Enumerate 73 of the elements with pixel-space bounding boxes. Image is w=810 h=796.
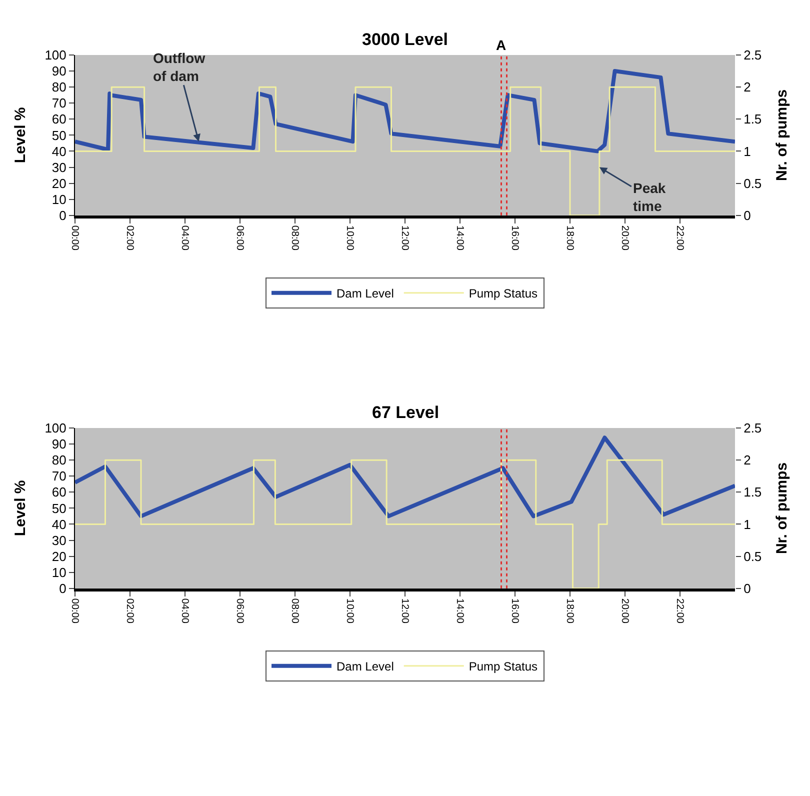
x-tick-label: 10:00 <box>344 225 355 251</box>
chart-title: 67 Level <box>372 403 440 422</box>
y2-tick-label: 2 <box>744 452 751 468</box>
y-tick-label: 30 <box>52 532 66 548</box>
y-tick-label: 90 <box>52 64 66 79</box>
y-tick-label: 70 <box>52 96 66 111</box>
legend-label: Pump Status <box>468 286 538 301</box>
x-tick-label: 20:00 <box>618 225 630 251</box>
y-tick-label: 100 <box>44 420 66 436</box>
y-tick-label: 50 <box>52 128 66 143</box>
y-tick-label: 0 <box>59 208 66 223</box>
y-tick-label: 100 <box>44 48 66 63</box>
y-axis-title: Level % <box>12 480 29 536</box>
x-tick-label: 02:00 <box>124 225 135 251</box>
x-tick-label: 00:00 <box>68 598 80 624</box>
y-tick-label: 10 <box>52 564 66 580</box>
legend-label: Pump Status <box>468 660 538 674</box>
x-tick-label: 04:00 <box>178 598 190 624</box>
y-axis-title: Level % <box>12 107 29 164</box>
x-tick-label: 16:00 <box>508 598 520 624</box>
x-tick-label: 06:00 <box>234 598 245 624</box>
y-tick-label: 30 <box>52 160 66 175</box>
legend-label: Dam Level <box>336 286 394 301</box>
x-tick-label: 14:00 <box>454 225 465 251</box>
y2-tick-label: 0.5 <box>744 176 762 191</box>
x-tick-label: 14:00 <box>454 598 465 624</box>
y-tick-label: 50 <box>52 500 66 516</box>
x-tick-label: 16:00 <box>508 225 520 251</box>
y2-tick-label: 2 <box>744 80 751 95</box>
y-tick-label: 60 <box>52 484 66 500</box>
legend-label: Dam Level <box>336 660 394 674</box>
y-tick-label: 60 <box>52 112 66 127</box>
chart-title: 3000 Level <box>362 30 448 49</box>
x-tick-label: 04:00 <box>178 225 190 251</box>
y2-tick-label: 1.5 <box>744 112 762 127</box>
x-tick-label: 18:00 <box>564 598 575 624</box>
y-tick-label: 70 <box>52 468 66 484</box>
y2-axis-title: Nr. of pumps <box>774 462 791 554</box>
x-tick-label: 22:00 <box>674 225 685 251</box>
x-tick-label: 00:00 <box>68 225 80 251</box>
y-tick-label: 40 <box>52 516 66 532</box>
y2-tick-label: 1.5 <box>744 484 762 500</box>
x-tick-label: 12:00 <box>398 598 410 624</box>
line-series <box>75 69 735 154</box>
y-tick-label: 20 <box>52 548 66 564</box>
x-tick-label: 08:00 <box>288 598 300 624</box>
y-tick-label: 90 <box>52 436 66 452</box>
y2-tick-label: 0 <box>744 208 751 223</box>
y2-axis-title: Nr. of pumps <box>774 89 791 182</box>
annotation: Peak time <box>633 180 666 214</box>
x-tick-label: 18:00 <box>564 225 575 251</box>
y-tick-label: 80 <box>52 452 66 468</box>
y2-tick-label: 1 <box>744 144 751 159</box>
x-tick-label: 22:00 <box>674 598 685 624</box>
ref-line-label: A <box>496 37 506 53</box>
x-tick-label: 08:00 <box>288 225 300 251</box>
y2-tick-label: 0.5 <box>744 548 762 564</box>
y2-tick-label: 2.5 <box>744 48 762 63</box>
y2-tick-label: 0 <box>744 580 751 596</box>
annotation: Outflow of dam <box>153 50 206 84</box>
y2-tick-label: 2.5 <box>744 420 762 436</box>
y-tick-label: 20 <box>52 176 66 191</box>
y-tick-label: 80 <box>52 80 66 95</box>
y-tick-label: 10 <box>52 192 66 207</box>
x-tick-label: 10:00 <box>344 598 355 624</box>
x-tick-label: 02:00 <box>124 598 135 624</box>
x-tick-label: 06:00 <box>234 225 245 251</box>
y-tick-label: 40 <box>52 144 66 159</box>
y2-tick-label: 1 <box>744 516 751 532</box>
x-tick-label: 20:00 <box>618 598 630 624</box>
line-series <box>75 436 735 518</box>
x-tick-label: 12:00 <box>398 225 410 251</box>
y-tick-label: 0 <box>59 580 66 596</box>
